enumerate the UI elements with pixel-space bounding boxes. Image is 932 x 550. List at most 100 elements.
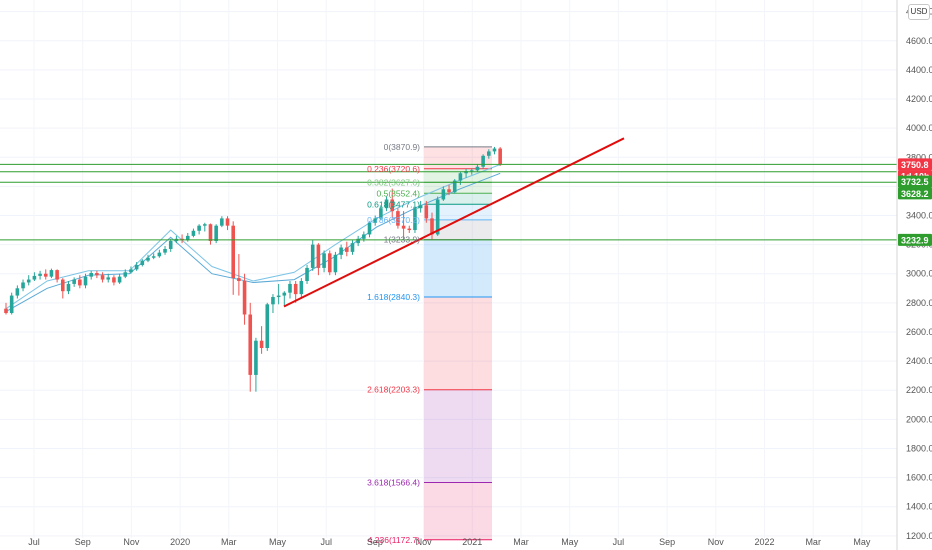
- price-tag-label: 3232.9: [901, 235, 929, 245]
- candlestick-series: [4, 146, 502, 392]
- candle-body: [276, 295, 281, 298]
- candle: [310, 240, 315, 271]
- candle-body: [373, 218, 377, 223]
- candle: [305, 264, 309, 284]
- y-tick-label: 4400.0: [906, 65, 932, 75]
- candle-body: [356, 238, 360, 244]
- candle-body: [345, 247, 349, 252]
- price-tag-bg: [898, 175, 932, 188]
- candle-body: [146, 257, 150, 261]
- price-axis[interactable]: 1200.0 1400.0 1600.0 1800.0 2000.0 2200.0 2400…: [896, 0, 932, 550]
- candle: [441, 186, 446, 201]
- moving-average-line: [5, 164, 501, 310]
- x-tick-label: Mar: [805, 537, 821, 547]
- candle: [231, 221, 235, 295]
- candle-body: [140, 260, 145, 265]
- candle-body: [413, 208, 417, 231]
- candle: [21, 279, 25, 292]
- price-tag-bg: [898, 158, 932, 171]
- trendline-segment[interactable]: [283, 137, 625, 308]
- candle: [299, 278, 304, 298]
- candle: [49, 268, 54, 279]
- candle: [254, 337, 258, 392]
- candle: [89, 270, 93, 280]
- candle-body: [481, 155, 485, 167]
- candle-body: [401, 225, 406, 229]
- candle-body: [265, 304, 270, 348]
- candle: [248, 302, 253, 392]
- x-tick-label: 2021: [462, 537, 482, 547]
- x-tick-label: May: [269, 537, 287, 547]
- candle-body: [66, 283, 71, 292]
- candle: [447, 184, 451, 196]
- y-tick-label: 1600.0: [906, 473, 932, 483]
- candle: [333, 251, 338, 276]
- fib-zone: [424, 193, 492, 205]
- candle: [140, 259, 145, 267]
- fibonacci-retracement[interactable]: [424, 146, 492, 541]
- candle-body: [242, 281, 247, 315]
- price-tag-label: 3628.2: [901, 189, 929, 199]
- candle: [191, 228, 196, 238]
- candle-body: [203, 224, 207, 226]
- currency-label[interactable]: USD: [908, 4, 930, 20]
- fib-zone: [424, 239, 492, 297]
- fib-level-label: 0.236(3720.6): [367, 164, 420, 174]
- candle-body: [21, 282, 25, 289]
- candle: [481, 154, 485, 169]
- candle-body: [458, 173, 463, 181]
- candle-body: [407, 228, 412, 231]
- candle: [475, 164, 480, 172]
- candle: [225, 216, 230, 231]
- candle-body: [396, 211, 400, 226]
- candle: [242, 273, 247, 325]
- candle-body: [185, 235, 190, 241]
- fib-zone: [424, 219, 492, 240]
- y-tick-label: 4600.0: [906, 36, 932, 46]
- candle-body: [157, 252, 162, 257]
- candle: [293, 281, 298, 303]
- candle-body: [475, 166, 480, 171]
- fibonacci-labels: 0(3870.9) 0.236(3720.6) 0.382(3627.6)0.5(3…: [367, 142, 420, 545]
- x-tick-label: Sep: [367, 537, 383, 547]
- fib-level-label: 0.382(3627.6): [367, 177, 420, 187]
- x-tick-label: May: [561, 537, 579, 547]
- candle-body: [15, 288, 20, 296]
- candle-body: [487, 151, 491, 156]
- x-tick-label: 2020: [170, 537, 190, 547]
- candle-body: [117, 276, 122, 283]
- price-tag-label: 3732.5: [901, 177, 929, 187]
- x-tick-label: Sep: [659, 537, 675, 547]
- x-tick-label: May: [853, 537, 871, 547]
- y-tick-label: 3400.0: [906, 210, 932, 220]
- candle: [95, 270, 99, 279]
- candle: [316, 243, 321, 276]
- y-tick-label: 2000.0: [906, 414, 932, 424]
- candle: [26, 275, 31, 286]
- candle: [9, 292, 14, 315]
- candle-body: [78, 279, 82, 286]
- candle: [134, 262, 139, 271]
- candle: [259, 326, 264, 354]
- candle-body: [316, 244, 321, 268]
- candle-body: [225, 218, 230, 226]
- y-tick-label: 4000.0: [906, 123, 932, 133]
- fib-level-label: 2.618(2203.3): [367, 385, 420, 395]
- candle: [78, 275, 82, 289]
- price-tag: 3750.8: [898, 158, 932, 171]
- candle: [123, 269, 128, 279]
- horizontal-lines[interactable]: [0, 163, 897, 241]
- trendline[interactable]: [283, 137, 625, 308]
- fib-level-label: 4.236(1172.7): [368, 535, 420, 545]
- candle-body: [134, 264, 139, 270]
- candle-body: [123, 272, 128, 277]
- time-axis[interactable]: Jul Sep Nov 2020 Mar May Jul Sep Nov 2021 Mar May Ju…: [28, 537, 871, 547]
- candle: [271, 294, 275, 314]
- candle: [106, 273, 111, 283]
- y-tick-label: 1400.0: [906, 502, 932, 512]
- candle-body: [362, 234, 366, 239]
- candle-body: [55, 270, 59, 280]
- candle: [413, 206, 417, 233]
